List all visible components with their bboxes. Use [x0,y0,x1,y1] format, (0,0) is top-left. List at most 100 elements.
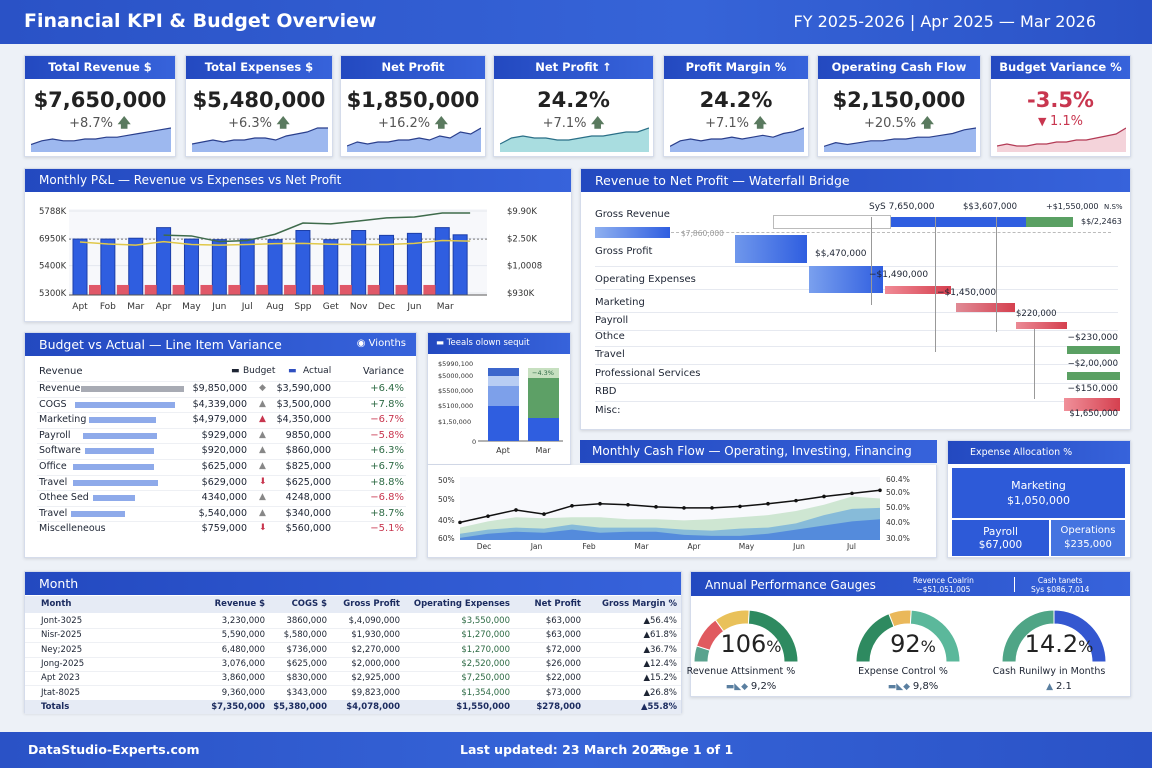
pnl-chart: 5788K 6950K 5400K 5300K $9.90K $2.50K $1,0008 $… [39,207,542,312]
line-item-label: Travel [39,476,68,488]
actual-value: $3,590,000 [276,383,331,394]
net-cash-point [794,498,798,503]
table-cell: $73,000 [545,687,581,698]
treemap-tile-operations[interactable]: Operations $235,000 [1051,520,1125,556]
actual-value: $3,500,000 [276,398,331,410]
x-tick-label: Aug [266,302,284,312]
table-cell: $343,000 [286,687,327,698]
gauges-meta-1: Revence Coalrin −$51,051,005 [913,576,974,594]
table-cell: Apt 2023 [41,673,80,684]
connector-line [871,217,872,305]
period-toggle[interactable]: ◉ Vionths [357,338,406,349]
gauge-value: 92% [858,630,968,658]
y-tick-label: $5000,000 [438,372,473,380]
cashflow-chart-area: 50% 50% 40% 60% 60.4% 50.0% 50.0% 40.0% 30.0% Dec… [427,465,937,558]
x-tick-label: Fob [100,302,116,312]
sparkline-line [192,127,328,145]
gauge-sub-value: 9,8% [912,681,939,692]
totals-cell: ▲55.8% [640,702,677,712]
legend-actual-label: Actual [303,366,332,376]
x-tick-label: Jul [846,542,856,551]
meta-value: −$51,051,005 [916,585,971,594]
budget-bar [71,510,125,517]
expense-bar [256,284,269,295]
col-header-item: Revenue [39,366,83,377]
revenue-bar [100,238,116,296]
line-item-label: COGS [39,398,67,410]
up-triangle-icon: ▲ [259,429,266,440]
waterfall-row-label: Operating Expenses [595,274,696,285]
treemap-tile-payroll[interactable]: Payroll $67,000 [952,520,1049,556]
net-cash-point [598,501,602,506]
table-row[interactable] [25,615,681,629]
stack-annotation: −4.3% [532,369,554,377]
actual-value: $860,000 [285,445,331,457]
expense-bar [284,284,297,295]
table-cell: $26,000 [545,658,581,669]
column-header: Month [41,599,72,609]
revenue-bar [72,238,88,296]
up-arrow-icon: 🡅 [430,116,449,131]
pnl-title: Monthly P&L — Revenue vs Expenses vs Net… [25,169,571,192]
row-divider [37,521,406,523]
waterfall-value-label: −$1,450,000 [937,288,997,298]
variance-value: −5.1% [370,523,404,535]
marketing-decrease-bar [956,303,1015,312]
waterfall-value-label: −$1,490,000 [869,270,929,280]
table-cell: $625,000 [286,658,327,669]
table-row[interactable] [25,672,681,687]
travel-increase-bar [1067,372,1120,380]
down-arrow-icon: ⬇ [259,523,267,534]
treemap-tile-marketing[interactable]: Marketing $1,050,000 [952,468,1125,518]
table-cell: 3860,000 [286,616,327,626]
gauge-sub-value: 2.1 [1055,681,1072,692]
up-arrow-icon: 🡅 [272,116,290,131]
line-item-label: Marketing [39,414,87,426]
gauges-meta-2: Cash tanets Sys $086,7,014 [1031,576,1089,594]
waterfall-value-label: −$230,000 [1067,333,1118,343]
kpi-change-value: 1.1% [1049,114,1083,129]
sparkline [997,127,1126,152]
sparkline-line [31,127,171,146]
kpi-change-value: +7.1% [542,116,587,131]
y-tick-label: $5990,100 [438,360,473,368]
y2-tick-label: 60.4% [886,475,910,484]
row-divider [37,381,406,382]
gauge-number: 92 [890,630,921,658]
y-tick-label: $5100,000 [438,402,473,410]
budget-value: $629,000 [201,476,247,488]
table-cell: ▲26.8% [643,687,677,698]
budget-bar [93,495,136,502]
totals-cell: Totals [41,702,70,712]
y-tick-label: 0 [472,438,476,446]
table-row[interactable] [25,658,681,672]
budget-bar [85,448,154,455]
table-row[interactable] [25,644,681,658]
pnl-panel: Monthly P&L — Revenue vs Expenses vs Net… [24,168,572,322]
line-item-label: Software [39,445,81,457]
legend-swatch-icon: ▬ [436,338,445,348]
gross-profit-bar [735,235,807,263]
revenue-bar [211,239,227,296]
x-tick-label: Jun [406,302,421,312]
down-arrow-icon: ⬇ [259,476,267,487]
budget-value: $4,979,000 [192,414,247,426]
variance-value: −6.8% [370,492,404,504]
up-triangle-icon: ▲ [259,398,266,409]
kpi-change: +8.7% 🡅 [25,114,175,136]
table-row[interactable] [25,629,681,644]
waterfall-value-label: $1,650,000 [1069,409,1118,419]
x-tick-label: Feb [582,542,596,551]
x-tick-label: Jan [530,542,543,551]
y-tick-label: 5400K [39,262,67,272]
variance-value: +6.4% [370,383,404,394]
footer-brand[interactable]: DataStudio-Experts.com [28,742,200,757]
tile-value: $1,050,000 [1007,494,1070,507]
column-header: Revenue $ [214,599,265,609]
table-cell: $3,550,000 [461,616,510,626]
y2-tick-label: $1,0008 [507,262,542,272]
table-cell: $2,270,000 [351,644,400,655]
table-cell: Ney;2025 [41,644,83,655]
budget-value: $4,339,000 [192,398,247,410]
gauge-sub: ▲ 2.1 [1014,681,1104,692]
